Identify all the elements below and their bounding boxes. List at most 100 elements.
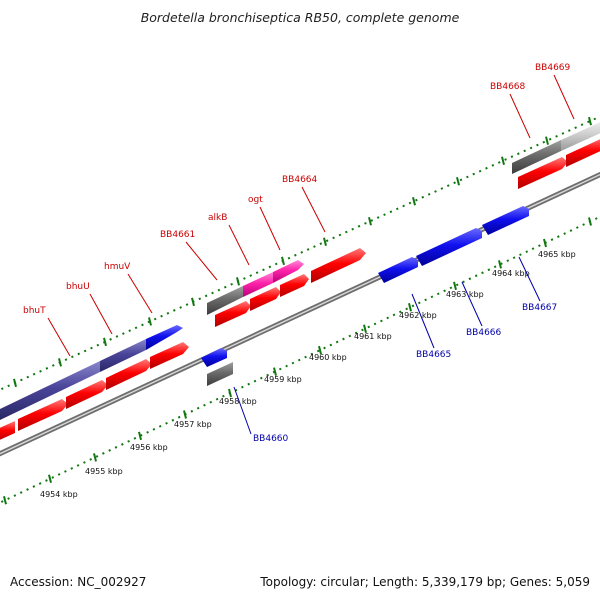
forward-strand-red-genes [0, 137, 600, 442]
scale-tick-label: 4963 kbp [446, 290, 484, 299]
gene-label-bhuT[interactable]: bhuT [23, 306, 46, 316]
gene-label-hmuV[interactable]: hmuV [104, 262, 131, 272]
gene-label-BB4664[interactable]: BB4664 [282, 175, 318, 185]
lower-major-tick [48, 474, 52, 484]
gene-label-bhuU[interactable]: bhuU [66, 282, 90, 292]
gene-leader-line [518, 256, 541, 302]
gene-leader-line [185, 241, 218, 281]
gene-alkB[interactable] [243, 272, 273, 297]
gene-leader-line [553, 74, 575, 120]
upper-major-tick [148, 317, 152, 326]
gene-BB4666[interactable] [416, 228, 482, 266]
lower-major-tick [3, 495, 7, 505]
upper-major-tick [588, 116, 592, 126]
gene-leader-line [461, 281, 483, 327]
upper-major-tick [456, 176, 460, 186]
gene-label-BB4667[interactable]: BB4667 [522, 303, 557, 313]
gene-leader-line [89, 293, 113, 335]
lower-major-tick [408, 303, 412, 312]
gene-red-1[interactable] [0, 421, 15, 442]
upper-major-tick [412, 196, 416, 206]
upper-major-tick [58, 358, 62, 367]
reverse-strand-genes [201, 206, 529, 386]
scale-tick-label: 4962 kbp [399, 311, 437, 320]
gene-label-BB4666[interactable]: BB4666 [466, 328, 502, 338]
gene-red-2[interactable] [18, 399, 68, 431]
scale-tick-label: 4955 kbp [85, 467, 123, 476]
scale-tick-label: 4957 kbp [174, 420, 212, 429]
gene-red-6[interactable] [215, 301, 251, 327]
gene-label-alkB[interactable]: alkB [208, 213, 227, 223]
gene-ogt[interactable] [273, 260, 304, 283]
gene-label-BB4661[interactable]: BB4661 [160, 230, 195, 240]
upper-major-tick [501, 156, 505, 165]
lower-major-tick [183, 410, 187, 419]
lower-major-tick [588, 217, 592, 226]
upper-major-tick [323, 237, 327, 246]
gene-leader-line [301, 186, 326, 233]
scale-tick-label: 4956 kbp [130, 443, 168, 452]
gene-BB4667[interactable] [482, 206, 529, 235]
upper-major-tick [281, 256, 285, 266]
gene-label-BB4660[interactable]: BB4660 [253, 434, 289, 444]
gene-BB4664[interactable] [311, 248, 366, 283]
page-title: Bordetella bronchiseptica RB50, complete… [140, 10, 460, 25]
scale-tick-label: 4959 kbp [264, 375, 302, 384]
gene-reverse-1[interactable] [201, 348, 227, 367]
scale-tick-label: 4964 kbp [492, 269, 530, 278]
major-ticks [3, 116, 592, 505]
tick-labels: 4954 kbp 4955 kbp 4956 kbp 4957 kbp 4958 kbp… [40, 250, 576, 499]
gene-label-BB4665[interactable]: BB4665 [416, 350, 451, 360]
gene-red-7[interactable] [250, 287, 281, 311]
scale-tick-label: 4960 kbp [309, 353, 347, 362]
gene-BB4669[interactable] [561, 120, 600, 151]
gene-red-3[interactable] [66, 380, 108, 409]
lower-major-tick [273, 367, 277, 376]
gene-red-8[interactable] [280, 274, 309, 297]
forward-strand-genes [0, 120, 600, 420]
gene-red-9[interactable] [518, 157, 568, 189]
upper-major-tick [368, 217, 372, 226]
gene-BB4665[interactable] [378, 257, 418, 283]
gene-leader-line [127, 273, 153, 314]
upper-major-tick [545, 136, 549, 145]
upper-major-tick [191, 297, 195, 307]
accession-text: Accession: NC_002927 [10, 575, 147, 589]
scale-tick-label: 4965 kbp [538, 250, 576, 259]
lower-tick-line [0, 215, 600, 504]
gene-leader-line [228, 224, 250, 266]
gene-label-BB4669[interactable]: BB4669 [535, 63, 571, 73]
upper-tick-line [0, 115, 600, 391]
gene-red-5[interactable] [150, 342, 189, 369]
lower-major-tick [228, 388, 232, 398]
gene-BB4661[interactable] [207, 286, 243, 315]
gene-hmuV[interactable] [146, 325, 183, 350]
upper-major-tick [103, 337, 107, 347]
genome-summary: Topology: circular; Length: 5,339,179 bp… [260, 575, 590, 589]
lower-major-tick [543, 238, 547, 248]
gene-red-10[interactable] [566, 137, 600, 167]
lower-major-tick [93, 453, 97, 462]
lower-major-tick [138, 431, 142, 441]
gene-leader-line [509, 93, 531, 139]
top-gene-labels: bhuT bhuU hmuV BB4661 alkB ogt BB4664 BB4668 BB4… [23, 63, 575, 357]
gene-label-BB4668[interactable]: BB4668 [490, 82, 526, 92]
lower-major-tick [318, 345, 322, 355]
lower-major-tick [498, 260, 502, 269]
gene-label-ogt[interactable]: ogt [248, 195, 263, 205]
gene-leader-line [233, 386, 252, 435]
scale-tick-label: 4954 kbp [40, 490, 78, 499]
scale-tick-label: 4958 kbp [219, 397, 257, 406]
gene-red-4[interactable] [106, 359, 152, 390]
gene-BB4660[interactable] [207, 362, 233, 386]
gene-bhuU[interactable] [100, 339, 146, 372]
gene-leader-line [411, 293, 435, 349]
bottom-gene-labels: BB4660 BB4665 BB4666 BB4667 [233, 256, 557, 444]
gene-bhuT[interactable] [0, 361, 100, 420]
lower-major-tick [363, 324, 367, 333]
gene-leader-line [47, 317, 71, 357]
gene-leader-line [259, 206, 281, 251]
lower-major-tick [453, 281, 457, 291]
gene-BB4668[interactable] [512, 140, 561, 174]
